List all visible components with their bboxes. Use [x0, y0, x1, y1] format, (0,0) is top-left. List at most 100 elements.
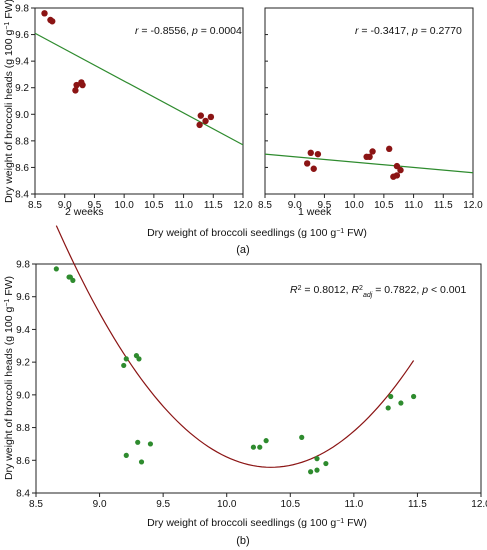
b-data-point — [147, 441, 154, 447]
a-right-data-point — [314, 150, 322, 158]
a-left-xtick-label: 9.0 — [58, 200, 72, 211]
a-left-data-point — [202, 117, 209, 125]
b-data-point — [388, 393, 394, 400]
a-right-xtick-label: 11.0 — [404, 200, 423, 211]
b-xtick-label: 11.5 — [408, 499, 427, 510]
panel-a-right-fit-line — [264, 153, 474, 174]
panel-a-left: 8.5 9.0 9.5 10.0 10.5 11.0 11.5 12.0 8.4 8.6 8.8 9.… — [15, 4, 253, 219]
a-right-data-point — [386, 145, 393, 153]
a-left-data-point — [41, 10, 48, 17]
a-right-data-point — [366, 153, 373, 160]
panel-a-right-sublabel: 1 week — [298, 206, 332, 218]
a-right-xtick-label: 9.5 — [317, 200, 331, 211]
panel-b-ticks: 8.5 9.0 9.5 10.0 10.5 11.0 11.5 12.0 8.4 8.6 8.8 9.… — [16, 260, 487, 511]
b-data-point — [314, 456, 320, 462]
panel-a-right: 8.5 9.0 9.5 10.0 10.5 11.0 11.5 12.0 r = -0.341… — [258, 7, 483, 218]
a-left-data-point — [197, 112, 205, 119]
a-left-data-point — [72, 87, 79, 94]
a-left-xtick-label: 10.0 — [114, 200, 134, 211]
a-left-data-point — [196, 121, 203, 129]
b-xtick-label: 12.0 — [471, 499, 487, 510]
b-data-point — [263, 438, 269, 444]
b-data-point — [314, 467, 320, 473]
b-xtick-label: 9.5 — [156, 499, 170, 510]
a-right-data-point — [307, 149, 314, 157]
a-left-xtick-label: 10.5 — [144, 200, 164, 211]
panel-b-points — [53, 266, 417, 475]
panel-b: 8.5 9.0 9.5 10.0 10.5 11.0 11.5 12.0 8.4 8.6 8.8 9.… — [3, 225, 487, 529]
b-xtick-label: 8.5 — [29, 499, 43, 510]
caption-b: (b) — [236, 535, 249, 547]
a-left-xtick-label: 9.5 — [87, 200, 101, 211]
b-data-point — [385, 405, 391, 411]
a-left-ytick-label: 9.6 — [15, 30, 29, 41]
panel-a-left-fit-line — [34, 32, 244, 146]
b-xtick-label: 10.0 — [217, 499, 237, 510]
b-ytick-label: 9.8 — [16, 260, 30, 271]
b-xtick-label: 11.0 — [344, 499, 363, 510]
b-data-point — [135, 439, 141, 445]
b-ytick-label: 9.2 — [16, 358, 30, 369]
b-data-point — [123, 356, 129, 362]
b-data-point — [257, 444, 263, 450]
a-left-xtick-label: 11.5 — [204, 200, 223, 211]
b-ytick-label: 9.4 — [16, 325, 30, 336]
b-data-point — [250, 444, 257, 450]
a-right-xtick-label: 10.0 — [344, 200, 364, 211]
a-right-data-point — [369, 148, 376, 155]
b-ytick-label: 9.6 — [16, 292, 30, 303]
a-left-xtick-label: 8.5 — [28, 200, 42, 211]
panel-a-left-annotation: r = -0.8556, p = 0.0004 — [135, 25, 242, 37]
b-xtick-label: 9.0 — [93, 499, 107, 510]
b-xtick-label: 10.5 — [281, 499, 301, 510]
a-left-ytick-label: 9.8 — [15, 4, 29, 15]
panel-a-left-points — [41, 10, 215, 129]
a-left-ytick-label: 9.4 — [15, 57, 29, 68]
a-right-xtick-label: 11.5 — [434, 200, 453, 211]
b-data-point — [123, 452, 129, 458]
b-data-point — [323, 460, 329, 467]
panel-a-left-frame — [34, 7, 244, 195]
a-right-data-point — [393, 172, 401, 179]
a-left-data-point — [207, 113, 215, 121]
panel-b-ylabel: Dry weight of broccoli heads (g 100 g−1 … — [3, 276, 15, 480]
b-ytick-label: 8.4 — [16, 489, 30, 500]
a-left-data-point — [79, 81, 86, 89]
panel-a-left-ticks: 8.5 9.0 9.5 10.0 10.5 11.0 11.5 12.0 8.4 8.6 8.8 9.… — [15, 4, 253, 212]
panel-a-right-points — [303, 145, 404, 180]
a-right-data-point — [397, 166, 404, 174]
a-right-xtick-label: 8.5 — [258, 200, 272, 211]
panel-a-right-ticks: 8.5 9.0 9.5 10.0 10.5 11.0 11.5 12.0 — [258, 7, 483, 211]
a-left-xtick-label: 11.0 — [174, 200, 193, 211]
b-data-point — [136, 356, 142, 362]
b-data-point — [121, 362, 127, 369]
a-right-data-point — [310, 165, 317, 172]
a-left-ytick-label: 8.4 — [15, 190, 29, 201]
caption-a: (a) — [236, 244, 249, 256]
a-left-data-point — [49, 18, 56, 25]
a-right-xtick-label: 12.0 — [463, 200, 483, 211]
a-right-xtick-label: 9.0 — [288, 200, 302, 211]
a-right-xtick-label: 10.5 — [374, 200, 394, 211]
panel-a-ylabel: Dry weight of broccoli heads (g 100 g−1 … — [3, 0, 15, 203]
b-data-point — [70, 277, 76, 283]
panel-a-xlabel: Dry weight of broccoli seedlings (g 100 … — [147, 227, 367, 239]
b-ytick-label: 8.8 — [16, 423, 30, 434]
a-left-data-point — [73, 81, 80, 89]
b-data-point — [53, 266, 59, 272]
b-data-point — [138, 459, 145, 465]
b-ytick-label: 8.6 — [16, 456, 30, 467]
panel-a-left-sublabel: 2 weeks — [65, 206, 104, 218]
panel-b-fit-curve — [55, 225, 415, 468]
b-ytick-label: 9.0 — [16, 390, 30, 401]
a-left-ytick-label: 8.6 — [15, 163, 29, 174]
b-data-point — [308, 469, 314, 475]
panel-b-xlabel: Dry weight of broccoli seedlings (g 100 … — [147, 517, 367, 529]
panel-b-annotation: R2 = 0.8012, R2adj = 0.7822, p < 0.001 — [290, 284, 466, 299]
a-left-ytick-label: 8.8 — [15, 136, 29, 147]
panel-a-right-annotation: r = -0.3417, p = 0.2770 — [355, 25, 462, 37]
a-left-ytick-label: 9.0 — [15, 110, 29, 121]
a-right-data-point — [303, 160, 311, 167]
panel-a-right-frame — [264, 7, 474, 195]
